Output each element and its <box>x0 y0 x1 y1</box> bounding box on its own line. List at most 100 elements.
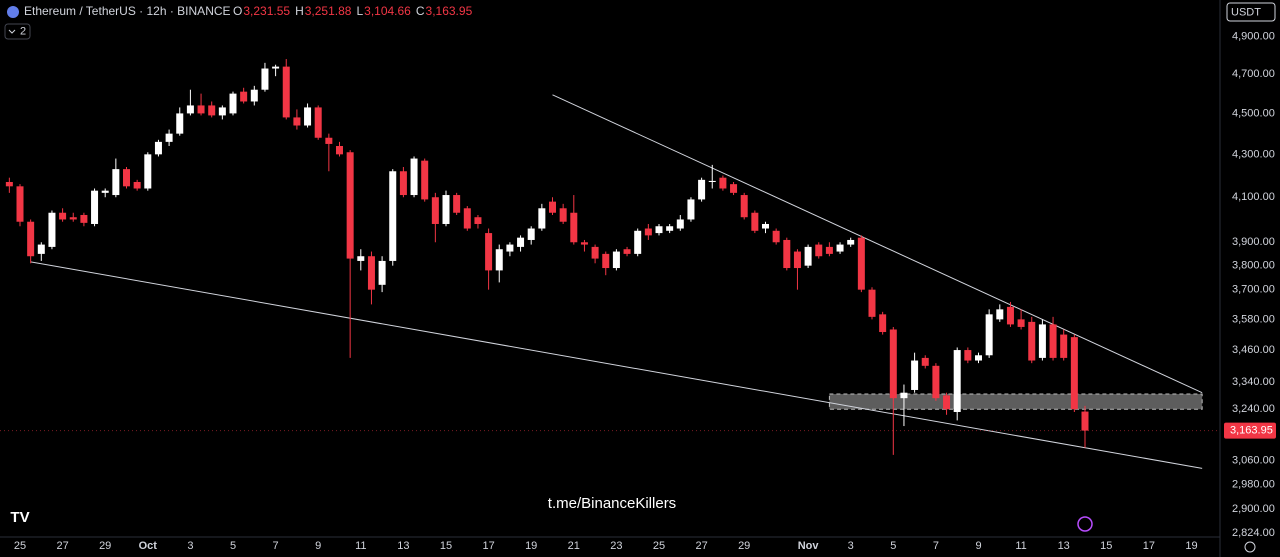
settings-icon[interactable] <box>1244 541 1256 553</box>
candle-body <box>708 180 716 182</box>
indicator-toggle[interactable] <box>4 23 31 40</box>
trendline <box>30 261 1203 469</box>
candle-body <box>740 195 748 218</box>
candle-body <box>517 237 525 247</box>
candle-body <box>495 249 503 271</box>
candle-body <box>5 181 13 187</box>
candle-body <box>815 244 823 257</box>
candle-body <box>964 350 972 361</box>
candle-body <box>346 152 354 259</box>
x-tick-label: 9 <box>975 540 981 552</box>
candle-body <box>591 246 599 259</box>
candle-body <box>783 239 791 269</box>
x-tick-label: 17 <box>1143 540 1155 552</box>
x-tick-label: 11 <box>1015 540 1026 552</box>
candle-body <box>229 93 237 114</box>
zone <box>828 393 1203 410</box>
candle-body <box>719 177 727 189</box>
candle-body <box>367 256 375 290</box>
y-tick-label: 3,800.00 <box>1232 260 1275 272</box>
candle-body <box>1081 411 1089 431</box>
candle-body <box>453 195 461 213</box>
y-tick-label: 2,824.00 <box>1232 527 1275 539</box>
indicator-count: 2 <box>20 25 26 37</box>
candle-body <box>1038 324 1046 358</box>
candle-body <box>314 107 322 138</box>
ohlc-value: 3,251.88 <box>305 4 352 18</box>
candle-body <box>410 158 418 196</box>
y-tick-label: 3,900.00 <box>1232 236 1275 248</box>
candle-body <box>676 219 684 229</box>
candle-body <box>730 184 738 193</box>
ohlc-value: 3,231.55 <box>243 4 290 18</box>
candle-body <box>953 350 961 413</box>
x-tick-label: 19 <box>1185 540 1197 552</box>
candle-body <box>293 117 301 126</box>
candle-body <box>80 214 88 223</box>
candle-body <box>666 226 674 231</box>
x-tick-label: 3 <box>848 540 854 552</box>
candle-body <box>16 186 24 222</box>
candle-body <box>421 160 429 200</box>
candle-body <box>825 246 833 254</box>
candle-body <box>389 171 397 261</box>
y-tick-label: 2,980.00 <box>1232 478 1275 490</box>
candle-body <box>325 137 333 144</box>
symbol-icon <box>7 6 19 18</box>
x-tick-label: Oct <box>139 540 158 552</box>
y-tick-label: 3,700.00 <box>1232 284 1275 296</box>
y-tick-label: 3,580.00 <box>1232 313 1275 325</box>
x-tick-label: 17 <box>482 540 494 552</box>
candle-body <box>69 217 77 220</box>
ohlc-label: O <box>233 4 242 18</box>
candle-body <box>123 169 130 187</box>
candle-body <box>751 212 759 231</box>
candle-body <box>698 179 706 200</box>
candle-body <box>208 105 216 116</box>
x-tick-label: 25 <box>653 540 665 552</box>
candle-body <box>996 309 1004 320</box>
ohlc-value: 3,163.95 <box>426 4 473 18</box>
symbol-title: Ethereum / TetherUS · 12h · BINANCE <box>24 4 231 18</box>
candle-body <box>250 89 258 102</box>
candle-body <box>485 233 493 271</box>
candle-body <box>431 197 439 224</box>
x-tick-label: 25 <box>14 540 26 552</box>
candle-body <box>580 242 588 245</box>
currency-button[interactable] <box>1226 2 1276 22</box>
x-tick-label: 21 <box>568 540 580 552</box>
candle-body <box>932 365 940 399</box>
x-tick-label: Nov <box>798 540 820 552</box>
candle-body <box>985 314 993 356</box>
x-tick-label: 11 <box>355 540 366 552</box>
candle-body <box>442 195 450 224</box>
candle-body <box>612 251 620 269</box>
x-tick-label: 15 <box>1100 540 1112 552</box>
y-tick-label: 3,340.00 <box>1232 376 1275 388</box>
x-tick-label: 27 <box>56 540 68 552</box>
y-tick-label: 4,900.00 <box>1232 31 1275 43</box>
candle-body <box>943 395 951 410</box>
candle-body <box>282 66 290 118</box>
y-tick-label: 4,500.00 <box>1232 107 1275 119</box>
candle-body <box>570 212 578 243</box>
candle-body <box>399 171 407 196</box>
flash-icon[interactable] <box>1077 516 1093 532</box>
candle-body <box>304 107 312 126</box>
logo: TV <box>10 509 29 526</box>
candle-body <box>1006 306 1014 325</box>
candle-body <box>602 253 610 269</box>
last-price-box <box>1224 422 1276 439</box>
x-tick-label: 15 <box>440 540 452 552</box>
x-tick-label: 29 <box>99 540 111 552</box>
candle-body <box>687 199 695 220</box>
candle-body <box>804 246 812 266</box>
candle-body <box>655 226 663 234</box>
candle-body <box>921 357 929 366</box>
candle-body <box>762 223 769 229</box>
candle-body <box>474 217 482 224</box>
x-tick-label: 5 <box>890 540 896 552</box>
